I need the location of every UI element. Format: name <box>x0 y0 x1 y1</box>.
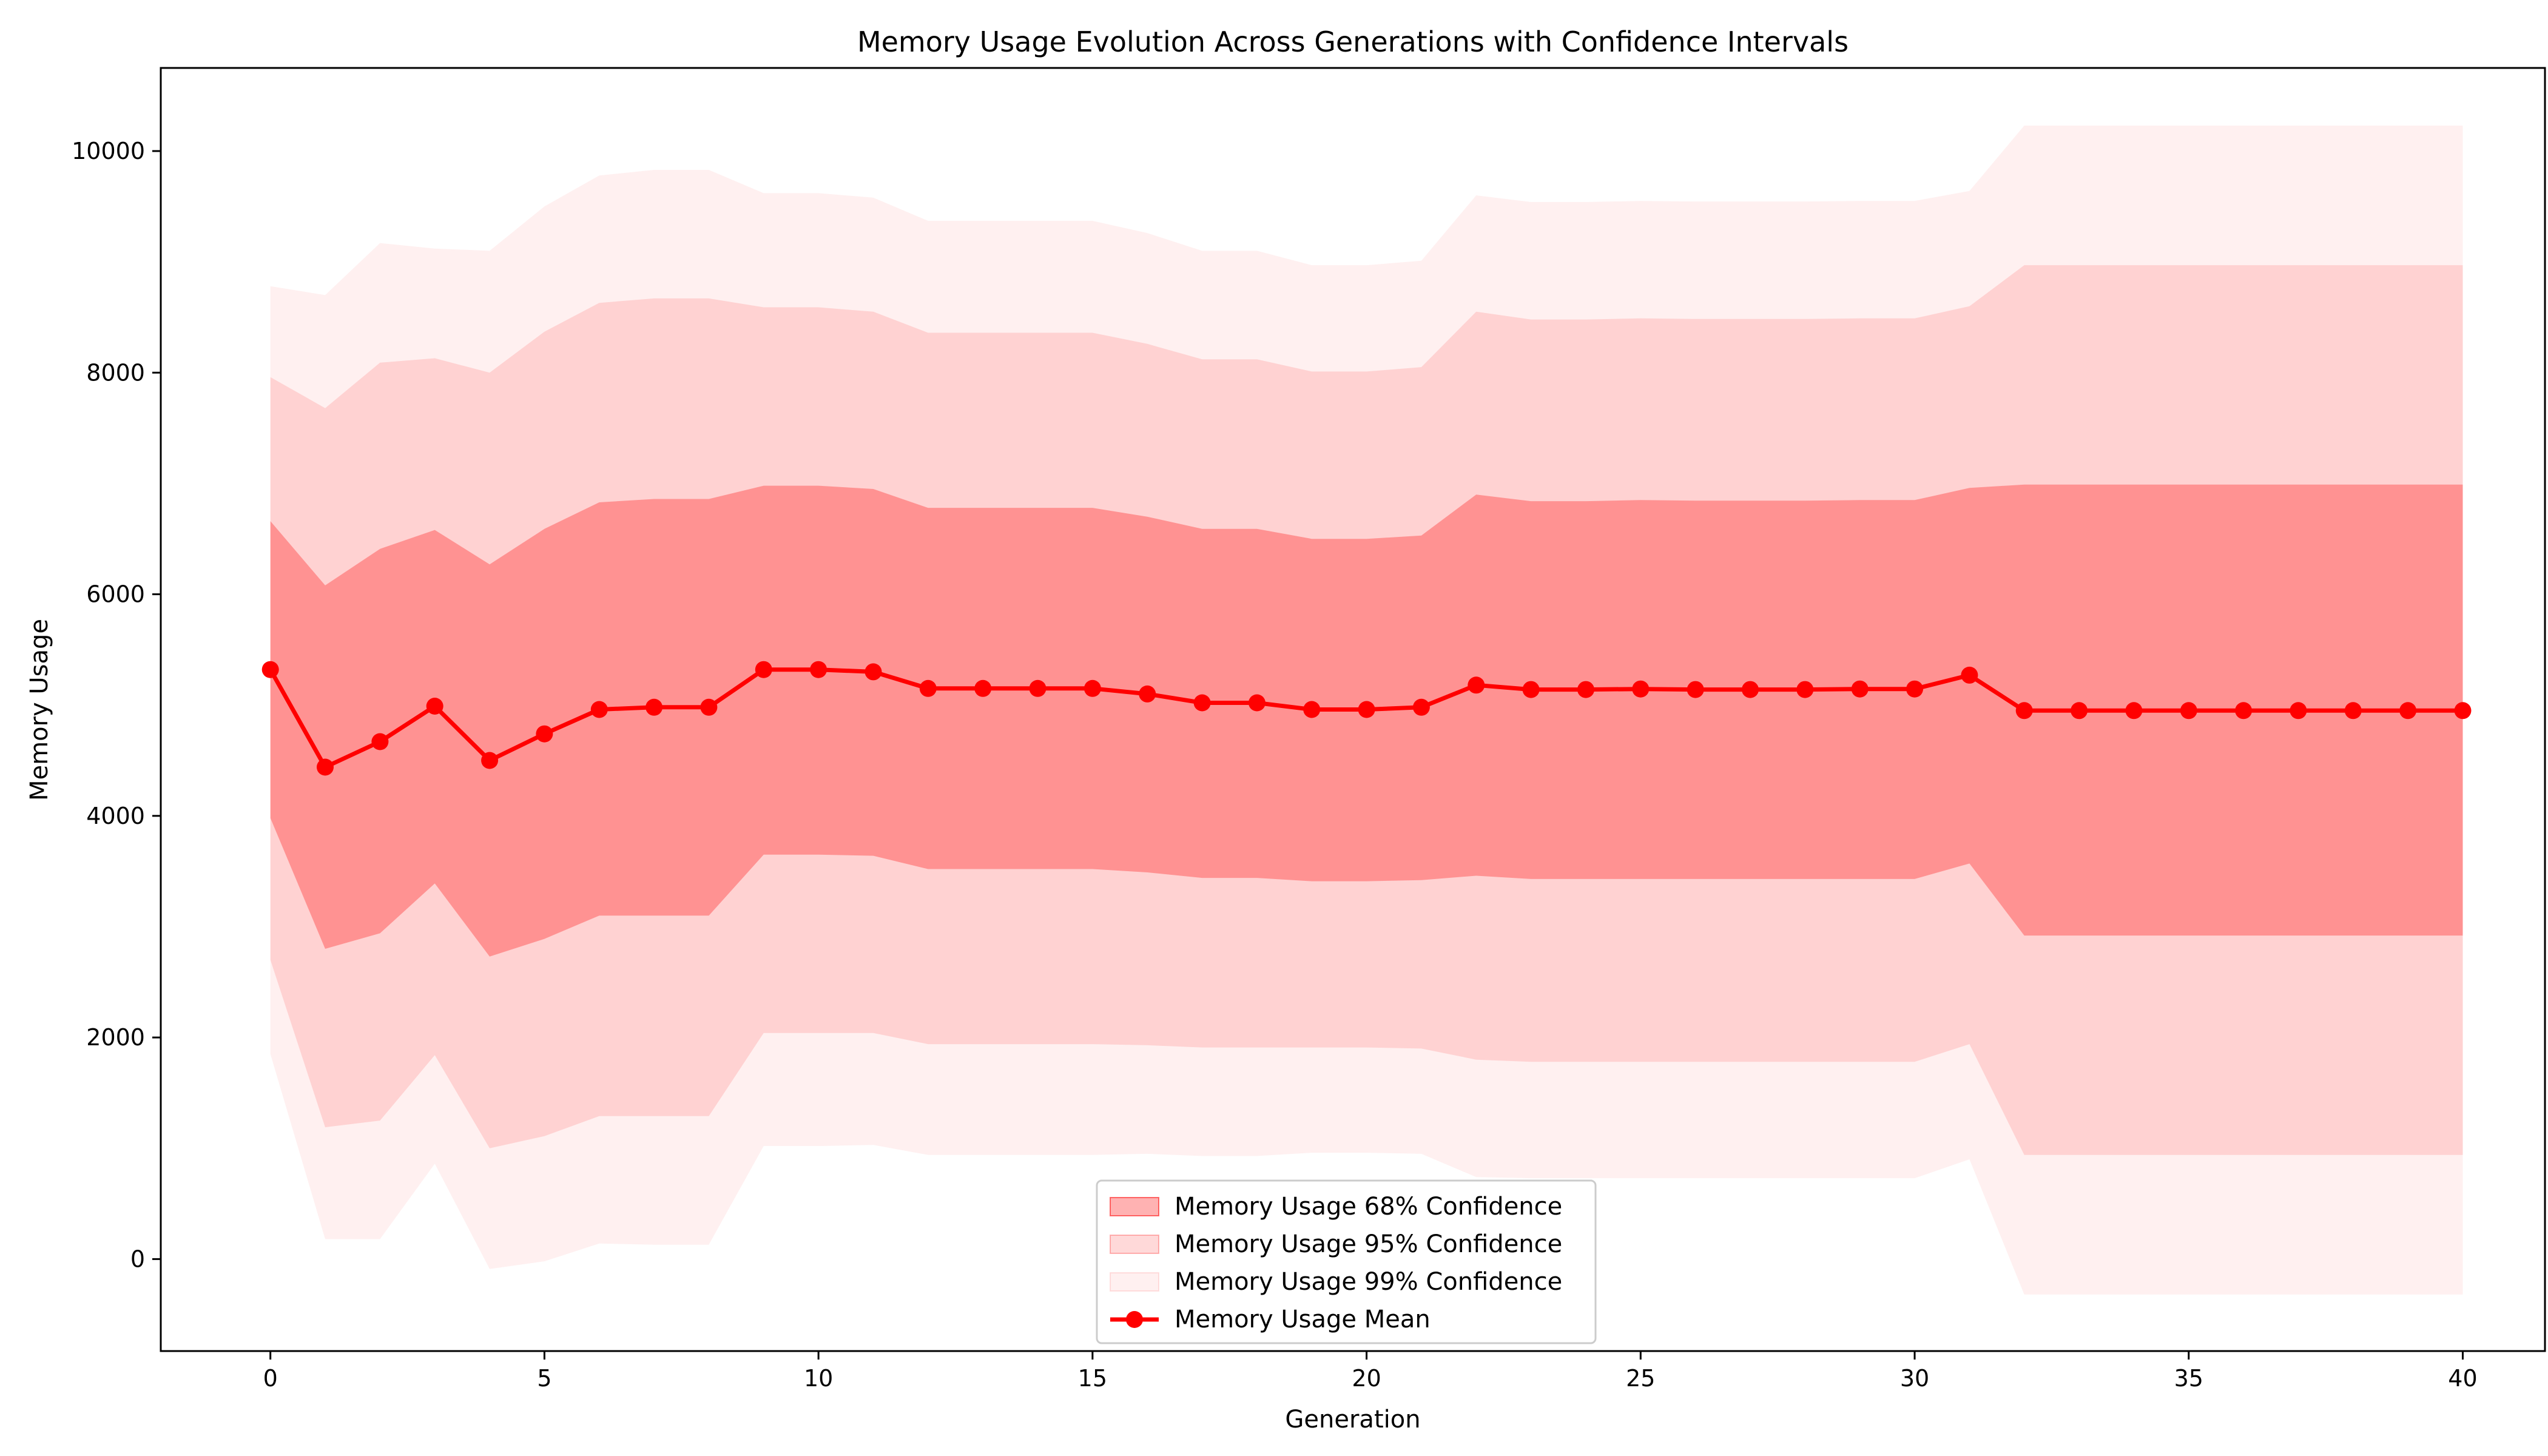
plot-frame <box>160 67 2546 1352</box>
mean-point <box>810 661 827 678</box>
mean-point <box>481 752 499 769</box>
y-tick-label: 6000 <box>86 581 145 608</box>
x-tick-label: 0 <box>263 1365 278 1392</box>
mean-point <box>1577 681 1594 698</box>
x-tick-label: 30 <box>1900 1365 1929 1392</box>
confidence-band-2 <box>270 484 2463 957</box>
mean-point <box>864 663 882 681</box>
mean-point <box>1193 694 1211 712</box>
legend-swatch <box>1110 1235 1159 1254</box>
x-axis-label: Generation <box>1285 1406 1420 1434</box>
mean-point <box>1522 681 1540 698</box>
mean-point <box>261 661 279 678</box>
legend-label: Memory Usage Mean <box>1175 1306 1431 1333</box>
mean-point <box>700 698 718 716</box>
mean-point <box>755 661 772 678</box>
legend-swatch <box>1110 1272 1159 1292</box>
y-tick-label: 0 <box>130 1245 145 1272</box>
x-tick-label: 10 <box>804 1365 833 1392</box>
legend-marker <box>1126 1311 1143 1328</box>
mean-point <box>1632 680 1650 698</box>
x-tick-label: 40 <box>2448 1365 2477 1392</box>
mean-point <box>2399 702 2417 720</box>
mean-series <box>261 661 2472 776</box>
y-tick-label: 8000 <box>86 359 145 386</box>
x-axis-ticks: 0 5 10 15 20 25 30 35 40 <box>263 1351 2478 1392</box>
x-tick-label: 15 <box>1078 1365 1107 1392</box>
mean-point <box>426 698 443 715</box>
mean-point <box>2125 702 2143 720</box>
chart-title: Memory Usage Evolution Across Generation… <box>857 25 1849 58</box>
mean-point <box>590 701 608 718</box>
mean-point <box>1468 676 1485 694</box>
legend: Memory Usage 68% Confidence Memory Usage … <box>1096 1179 1597 1344</box>
mean-point <box>1851 680 1869 698</box>
mean-point <box>2015 702 2033 720</box>
legend-box <box>1096 1179 1597 1344</box>
mean-point <box>1742 681 1759 698</box>
legend-swatch <box>1110 1197 1159 1216</box>
mean-point <box>645 698 663 716</box>
mean-point <box>974 679 992 697</box>
y-tick-label: 4000 <box>86 803 145 829</box>
legend-label: Memory Usage 99% Confidence <box>1175 1268 1562 1296</box>
mean-point <box>1906 680 1923 698</box>
mean-point <box>2180 702 2197 720</box>
y-axis-ticks: 0 2000 4000 6000 8000 10000 <box>72 138 161 1272</box>
mean-point <box>2344 702 2362 720</box>
y-tick-label: 2000 <box>86 1024 145 1051</box>
mean-point <box>1412 698 1430 716</box>
y-axis-label: Memory Usage <box>25 619 53 801</box>
mean-point <box>2454 702 2472 720</box>
x-tick-label: 5 <box>537 1365 551 1392</box>
mean-point <box>1796 681 1814 698</box>
mean-point <box>2235 702 2253 720</box>
mean-point <box>1029 679 1046 697</box>
x-tick-label: 35 <box>2174 1365 2203 1392</box>
mean-point <box>919 679 937 697</box>
mean-point <box>371 733 389 750</box>
mean-point <box>1084 679 1101 697</box>
y-tick-label: 10000 <box>72 138 145 164</box>
x-tick-label: 25 <box>1626 1365 1655 1392</box>
mean-point <box>1961 666 1978 684</box>
mean-point <box>2290 702 2307 720</box>
mean-point <box>1687 681 1704 698</box>
mean-point <box>1248 694 1266 712</box>
x-tick-label: 20 <box>1352 1365 1381 1392</box>
legend-label: Memory Usage 68% Confidence <box>1175 1193 1562 1221</box>
legend-label: Memory Usage 95% Confidence <box>1175 1230 1562 1258</box>
mean-point <box>536 725 553 743</box>
mean-point <box>1139 685 1156 703</box>
mean-point <box>317 758 334 776</box>
mean-point <box>1358 701 1375 718</box>
mean-point <box>1303 701 1321 718</box>
mean-point <box>2071 702 2088 720</box>
